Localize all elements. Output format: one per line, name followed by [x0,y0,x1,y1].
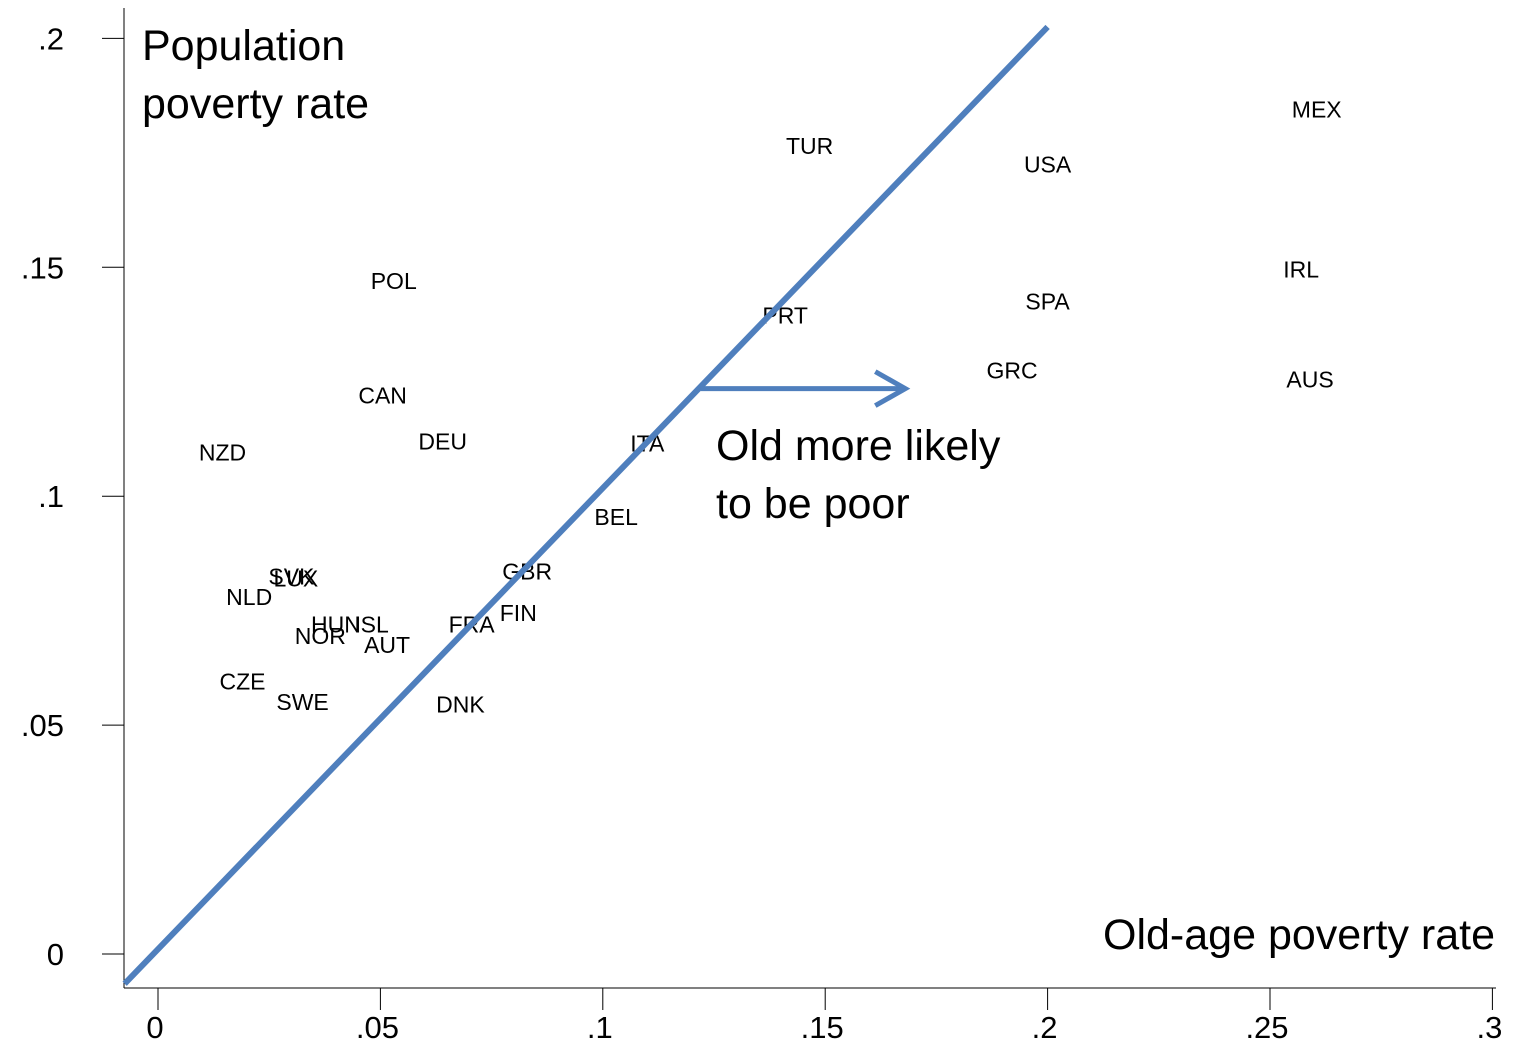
x-axis-title: Old-age poverty rate [1103,911,1495,959]
y-tick-label: .2 [38,21,64,56]
point-label: NLD [226,584,272,610]
point-label: USA [1024,151,1072,177]
y-axis-title-line-2: poverty rate [142,80,369,128]
annotation-line-2: to be poor [716,480,910,528]
axes: 0 .05 .1 .15 .2 0 .05 .1 .15 .2 .25 .3 [21,8,1502,1045]
x-tick-label: .3 [1476,1010,1502,1045]
y-tick-label: 0 [47,937,64,972]
y-axis-title-line-1: Population [142,22,345,70]
reference-line [122,24,1050,986]
annotations [122,24,1050,986]
x-tick-label: 0 [146,1010,163,1045]
point-label: IRL [1283,257,1319,283]
point-label: DEU [418,428,467,454]
x-tick-label: .1 [587,1010,613,1045]
point-label: MEX [1292,96,1342,122]
point-label: SPA [1025,289,1070,315]
x-tick-label: .15 [801,1010,844,1045]
point-label: SWE [276,689,328,715]
y-tick-label: .1 [38,479,64,514]
point-label: SVK [268,563,315,589]
point-label: HUN [311,611,361,637]
x-tick-label: .2 [1032,1010,1058,1045]
annotation-arrow-head [874,369,911,408]
x-tick-label: .05 [356,1010,399,1045]
point-label: NOR [295,623,346,649]
point-label: ISL [354,611,389,637]
point-label: LUX [274,566,319,592]
x-tick-label: .25 [1245,1010,1288,1045]
y-tick-label: .05 [21,708,64,743]
y-tick-label: .15 [21,250,64,285]
point-label: TUR [786,133,833,159]
point-label: BEL [594,504,638,530]
point-label: GRC [986,357,1037,383]
point-label: AUT [364,632,410,658]
point-label: NZD [199,440,246,466]
point-label: POL [371,268,417,294]
data-points: MEXTURUSAPOLIRLSPAPRTGRCAUSCANITADEUNZDB… [199,96,1342,717]
point-label: FIN [500,600,537,626]
point-label: CZE [220,669,266,695]
point-label: CAN [358,382,407,408]
point-label: AUS [1286,366,1333,392]
annotation-line-1: Old more likely [716,422,1001,470]
point-label: DNK [436,691,485,717]
